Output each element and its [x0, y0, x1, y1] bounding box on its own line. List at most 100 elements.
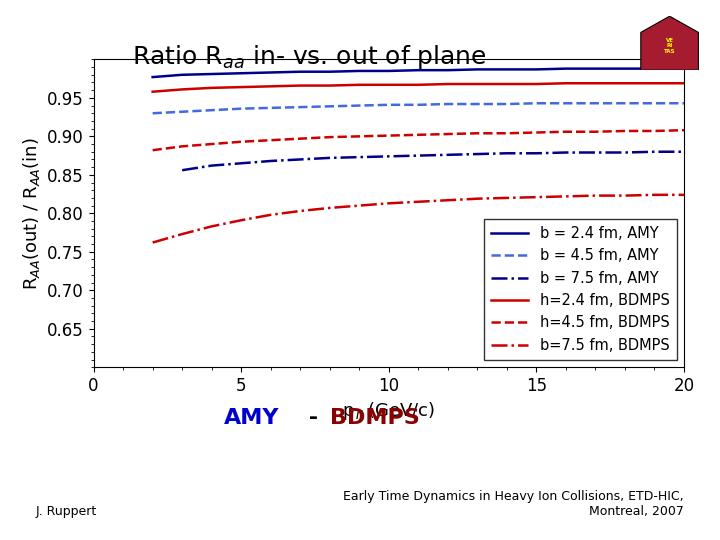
b=7.5 fm, BDMPS [414, 199, 423, 205]
b = 4.5 fm, AMY [414, 102, 423, 108]
b=7.5 fm, BDMPS [237, 217, 246, 224]
h=2.4 fm, BDMPS [650, 80, 659, 86]
h=2.4 fm, BDMPS [680, 80, 688, 86]
h=2.4 fm, BDMPS [414, 82, 423, 88]
b = 2.4 fm, AMY [325, 69, 334, 75]
b = 7.5 fm, AMY [503, 150, 511, 157]
h=4.5 fm, BDMPS [148, 147, 157, 153]
b = 2.4 fm, AMY [355, 68, 364, 74]
Text: AMY: AMY [224, 408, 280, 429]
b=7.5 fm, BDMPS [207, 223, 216, 230]
Line: b = 7.5 fm, AMY: b = 7.5 fm, AMY [182, 152, 684, 170]
b = 7.5 fm, AMY [680, 148, 688, 155]
b = 4.5 fm, AMY [562, 100, 570, 106]
b = 4.5 fm, AMY [148, 110, 157, 117]
b=7.5 fm, BDMPS [473, 195, 482, 202]
b = 4.5 fm, AMY [384, 102, 393, 108]
Legend: b = 2.4 fm, AMY, b = 4.5 fm, AMY, b = 7.5 fm, AMY, h=2.4 fm, BDMPS, h=4.5 fm, BD: b = 2.4 fm, AMY, b = 4.5 fm, AMY, b = 7.… [484, 219, 677, 360]
h=4.5 fm, BDMPS [473, 130, 482, 137]
b = 4.5 fm, AMY [325, 103, 334, 110]
b = 4.5 fm, AMY [650, 100, 659, 106]
b = 4.5 fm, AMY [355, 103, 364, 109]
b=7.5 fm, BDMPS [296, 208, 305, 214]
Text: -: - [301, 408, 325, 429]
h=4.5 fm, BDMPS [562, 129, 570, 135]
b = 4.5 fm, AMY [503, 101, 511, 107]
b=7.5 fm, BDMPS [621, 192, 629, 199]
b = 2.4 fm, AMY [237, 70, 246, 77]
b = 2.4 fm, AMY [444, 67, 452, 73]
b = 7.5 fm, AMY [325, 154, 334, 161]
h=4.5 fm, BDMPS [532, 129, 541, 136]
b = 7.5 fm, AMY [355, 154, 364, 160]
b=7.5 fm, BDMPS [148, 239, 157, 246]
b = 2.4 fm, AMY [414, 67, 423, 73]
b = 7.5 fm, AMY [532, 150, 541, 157]
h=2.4 fm, BDMPS [207, 85, 216, 91]
h=2.4 fm, BDMPS [473, 81, 482, 87]
Text: Early Time Dynamics in Heavy Ion Collisions, ETD-HIC,
Montreal, 2007: Early Time Dynamics in Heavy Ion Collisi… [343, 490, 684, 518]
b = 4.5 fm, AMY [178, 109, 186, 115]
Line: b = 2.4 fm, AMY: b = 2.4 fm, AMY [153, 69, 684, 77]
h=4.5 fm, BDMPS [414, 132, 423, 138]
b = 2.4 fm, AMY [384, 68, 393, 74]
b = 2.4 fm, AMY [680, 65, 688, 72]
Line: b=7.5 fm, BDMPS: b=7.5 fm, BDMPS [153, 195, 684, 242]
Text: VE
RI
TAS: VE RI TAS [664, 38, 675, 54]
h=2.4 fm, BDMPS [266, 83, 275, 90]
b = 2.4 fm, AMY [266, 69, 275, 76]
b = 2.4 fm, AMY [591, 65, 600, 72]
b = 7.5 fm, AMY [414, 152, 423, 159]
h=2.4 fm, BDMPS [444, 81, 452, 87]
Line: h=2.4 fm, BDMPS: h=2.4 fm, BDMPS [153, 83, 684, 92]
Text: J. Ruppert: J. Ruppert [36, 505, 97, 518]
b = 7.5 fm, AMY [621, 149, 629, 156]
b = 4.5 fm, AMY [444, 101, 452, 107]
Polygon shape [641, 16, 698, 70]
b = 7.5 fm, AMY [207, 163, 216, 169]
b=7.5 fm, BDMPS [384, 200, 393, 206]
b = 7.5 fm, AMY [562, 149, 570, 156]
h=4.5 fm, BDMPS [237, 138, 246, 145]
b=7.5 fm, BDMPS [532, 194, 541, 200]
h=2.4 fm, BDMPS [296, 82, 305, 89]
b = 2.4 fm, AMY [503, 66, 511, 73]
b=7.5 fm, BDMPS [591, 192, 600, 199]
h=4.5 fm, BDMPS [384, 132, 393, 139]
b = 4.5 fm, AMY [621, 100, 629, 106]
b = 7.5 fm, AMY [266, 158, 275, 164]
h=2.4 fm, BDMPS [532, 81, 541, 87]
b = 4.5 fm, AMY [680, 100, 688, 106]
Y-axis label: R$_{AA}$(out) / R$_{AA}$(in): R$_{AA}$(out) / R$_{AA}$(in) [21, 137, 42, 289]
b = 4.5 fm, AMY [532, 100, 541, 106]
b=7.5 fm, BDMPS [325, 205, 334, 211]
b = 2.4 fm, AMY [148, 74, 157, 80]
b = 2.4 fm, AMY [621, 65, 629, 72]
b=7.5 fm, BDMPS [266, 212, 275, 218]
h=4.5 fm, BDMPS [680, 127, 688, 133]
h=2.4 fm, BDMPS [325, 82, 334, 89]
b = 7.5 fm, AMY [296, 156, 305, 163]
h=4.5 fm, BDMPS [296, 136, 305, 142]
h=4.5 fm, BDMPS [266, 137, 275, 144]
h=4.5 fm, BDMPS [355, 133, 364, 139]
h=2.4 fm, BDMPS [237, 84, 246, 90]
h=4.5 fm, BDMPS [621, 128, 629, 134]
h=2.4 fm, BDMPS [591, 80, 600, 86]
h=4.5 fm, BDMPS [178, 143, 186, 150]
b = 4.5 fm, AMY [296, 104, 305, 110]
b=7.5 fm, BDMPS [650, 192, 659, 198]
b=7.5 fm, BDMPS [355, 202, 364, 209]
b = 7.5 fm, AMY [384, 153, 393, 160]
b=7.5 fm, BDMPS [562, 193, 570, 200]
b = 7.5 fm, AMY [650, 148, 659, 155]
b = 2.4 fm, AMY [296, 69, 305, 75]
Line: h=4.5 fm, BDMPS: h=4.5 fm, BDMPS [153, 130, 684, 150]
b=7.5 fm, BDMPS [178, 231, 186, 237]
b = 7.5 fm, AMY [591, 149, 600, 156]
X-axis label: p$_{T}$ (GeV/c): p$_{T}$ (GeV/c) [342, 401, 436, 422]
h=2.4 fm, BDMPS [178, 86, 186, 93]
b = 2.4 fm, AMY [532, 66, 541, 73]
b = 2.4 fm, AMY [207, 71, 216, 77]
b = 2.4 fm, AMY [178, 71, 186, 78]
